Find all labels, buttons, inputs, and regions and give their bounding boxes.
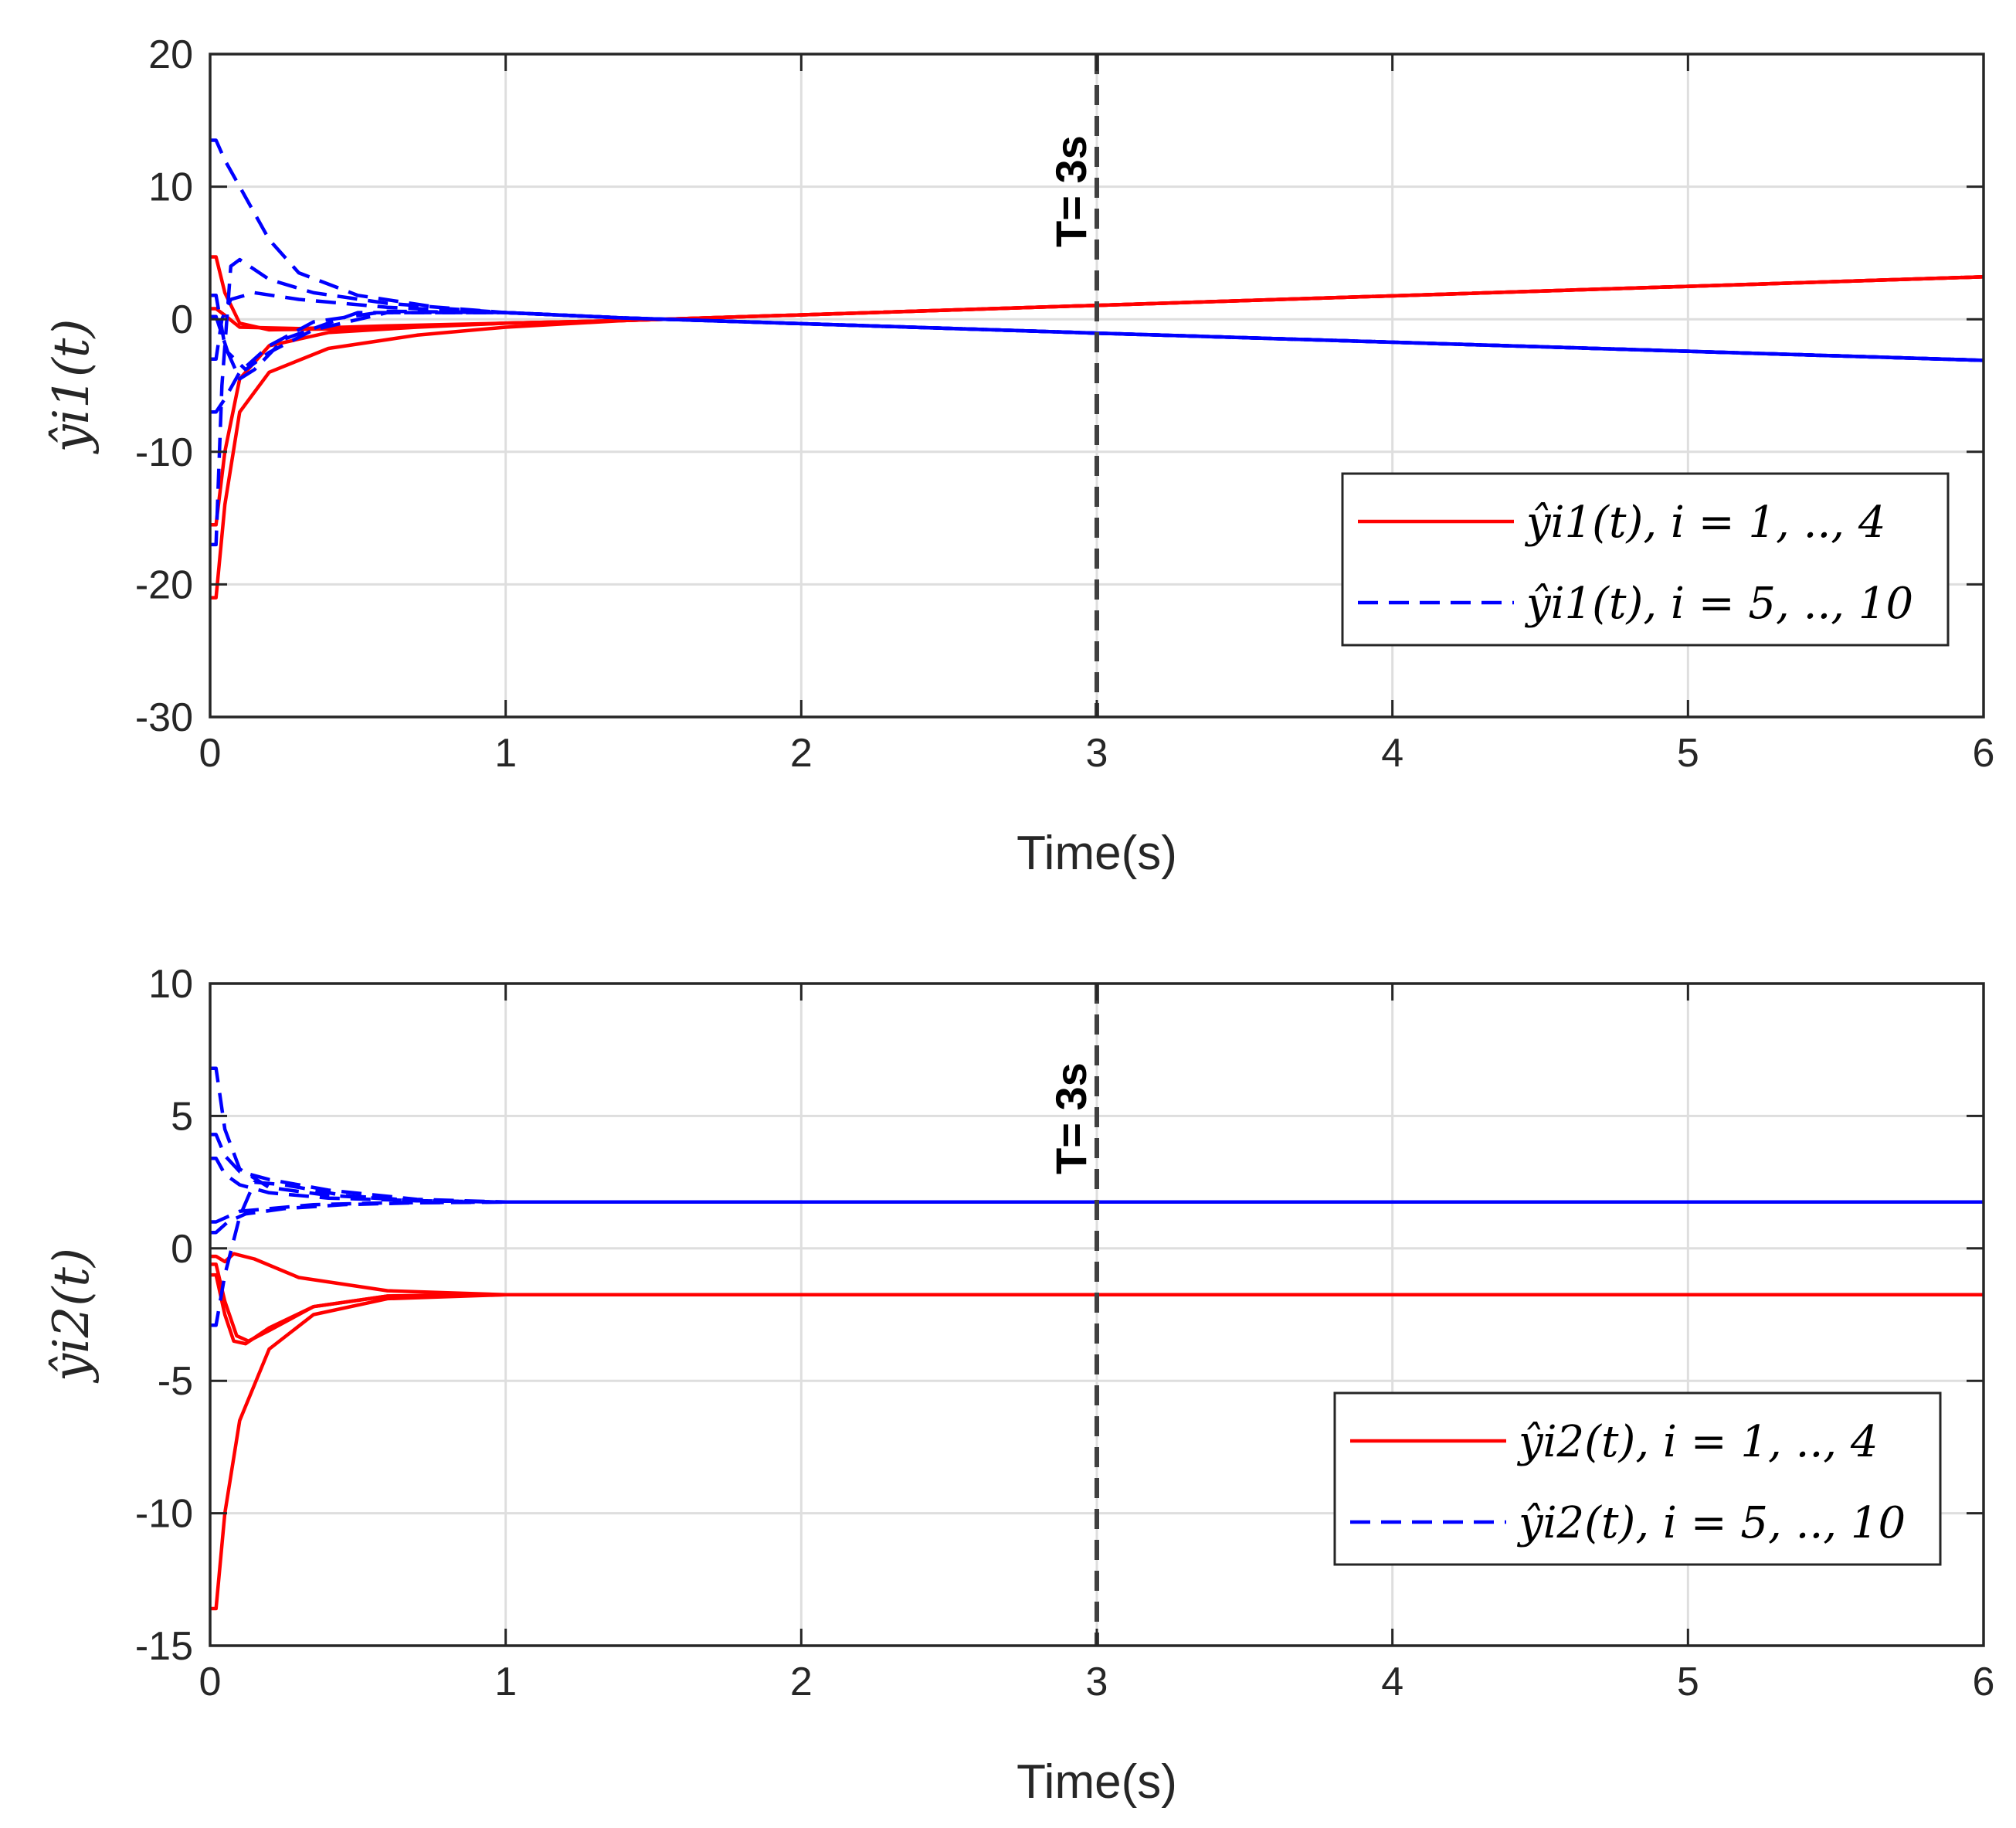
y-tick-label: -30 (135, 695, 193, 740)
x-axis-label: Time(s) (1016, 1755, 1177, 1809)
y-tick-label: 10 (148, 165, 193, 210)
series-line-9 (210, 1200, 1984, 1235)
series-line-3 (210, 275, 1984, 331)
x-tick-label: 5 (1677, 1660, 1699, 1704)
x-tick-label: 1 (494, 1660, 517, 1704)
y-tick-label: 10 (148, 962, 193, 1007)
legend-box (1333, 1391, 1942, 1566)
x-tick-label: 2 (790, 1660, 813, 1704)
x-tick-label: 5 (1677, 731, 1699, 776)
legend-label-0: ŷi2(t), i = 1, .., 4 (1516, 1417, 1878, 1467)
y-tick-label: -5 (158, 1359, 193, 1404)
data-series-group (210, 1066, 1984, 1611)
y-tick-label: -10 (135, 1492, 193, 1537)
y-tick-label: 0 (171, 297, 193, 342)
x-tick-label: 0 (199, 731, 222, 776)
x-tick-label: 2 (790, 731, 813, 776)
annotation-label: T= 3s (1047, 135, 1095, 247)
series-line-9 (210, 311, 1984, 372)
x-tick-label: 3 (1086, 731, 1108, 776)
y-axis-label: ŷi2(t) (43, 1248, 100, 1384)
x-tick-label: 4 (1381, 731, 1403, 776)
x-tick-label: 0 (199, 1660, 222, 1704)
y-tick-label: -15 (135, 1624, 193, 1669)
legend-box (1341, 472, 1950, 647)
series-line-7 (210, 1180, 1984, 1327)
bottom-panel: T= 3s 0 1 2 3 4 5 6 -15 -10 -5 0 5 10 Time(s) ŷi2(t) ŷi2… (43, 962, 1994, 1809)
x-axis-label: Time(s) (1016, 827, 1177, 880)
x-tick-label: 6 (1973, 1660, 1995, 1704)
data-series-group (210, 138, 1984, 600)
series-line-5 (210, 257, 1984, 547)
legend: ŷi2(t), i = 1, .., 4 ŷi2(t), i = 5, .., 1… (1333, 1391, 1942, 1566)
legend-label-1: ŷi1(t), i = 5, .., 10 (1524, 579, 1913, 629)
series-line-2 (210, 1262, 1984, 1344)
series-line-3 (210, 1252, 1984, 1297)
x-tick-label: 4 (1381, 1660, 1403, 1704)
y-tick-label: 0 (171, 1227, 193, 1272)
y-tick-label: -10 (135, 430, 193, 475)
x-tick-label: 6 (1973, 731, 1995, 776)
y-tick-label: 20 (148, 32, 193, 77)
x-tick-label: 3 (1086, 1660, 1108, 1704)
x-tick-label: 1 (494, 731, 517, 776)
annotation-label: T= 3s (1047, 1062, 1095, 1174)
y-axis-label: ŷi1(t) (43, 319, 100, 455)
y-tick-label: 5 (171, 1094, 193, 1139)
y-tick-label: -20 (135, 562, 193, 607)
legend-label-1: ŷi2(t), i = 5, .., 10 (1516, 1498, 1906, 1548)
top-panel: T= 3s 0 1 2 3 4 5 6 -30 -20 -10 0 10 20 Time(s) ŷi1(t) ŷ… (43, 32, 1994, 880)
series-line-6 (210, 309, 1984, 414)
legend: ŷi1(t), i = 1, .., 4 ŷi1(t), i = 5, .., 1… (1341, 472, 1950, 647)
legend-label-0: ŷi1(t), i = 1, .., 4 (1524, 498, 1885, 548)
